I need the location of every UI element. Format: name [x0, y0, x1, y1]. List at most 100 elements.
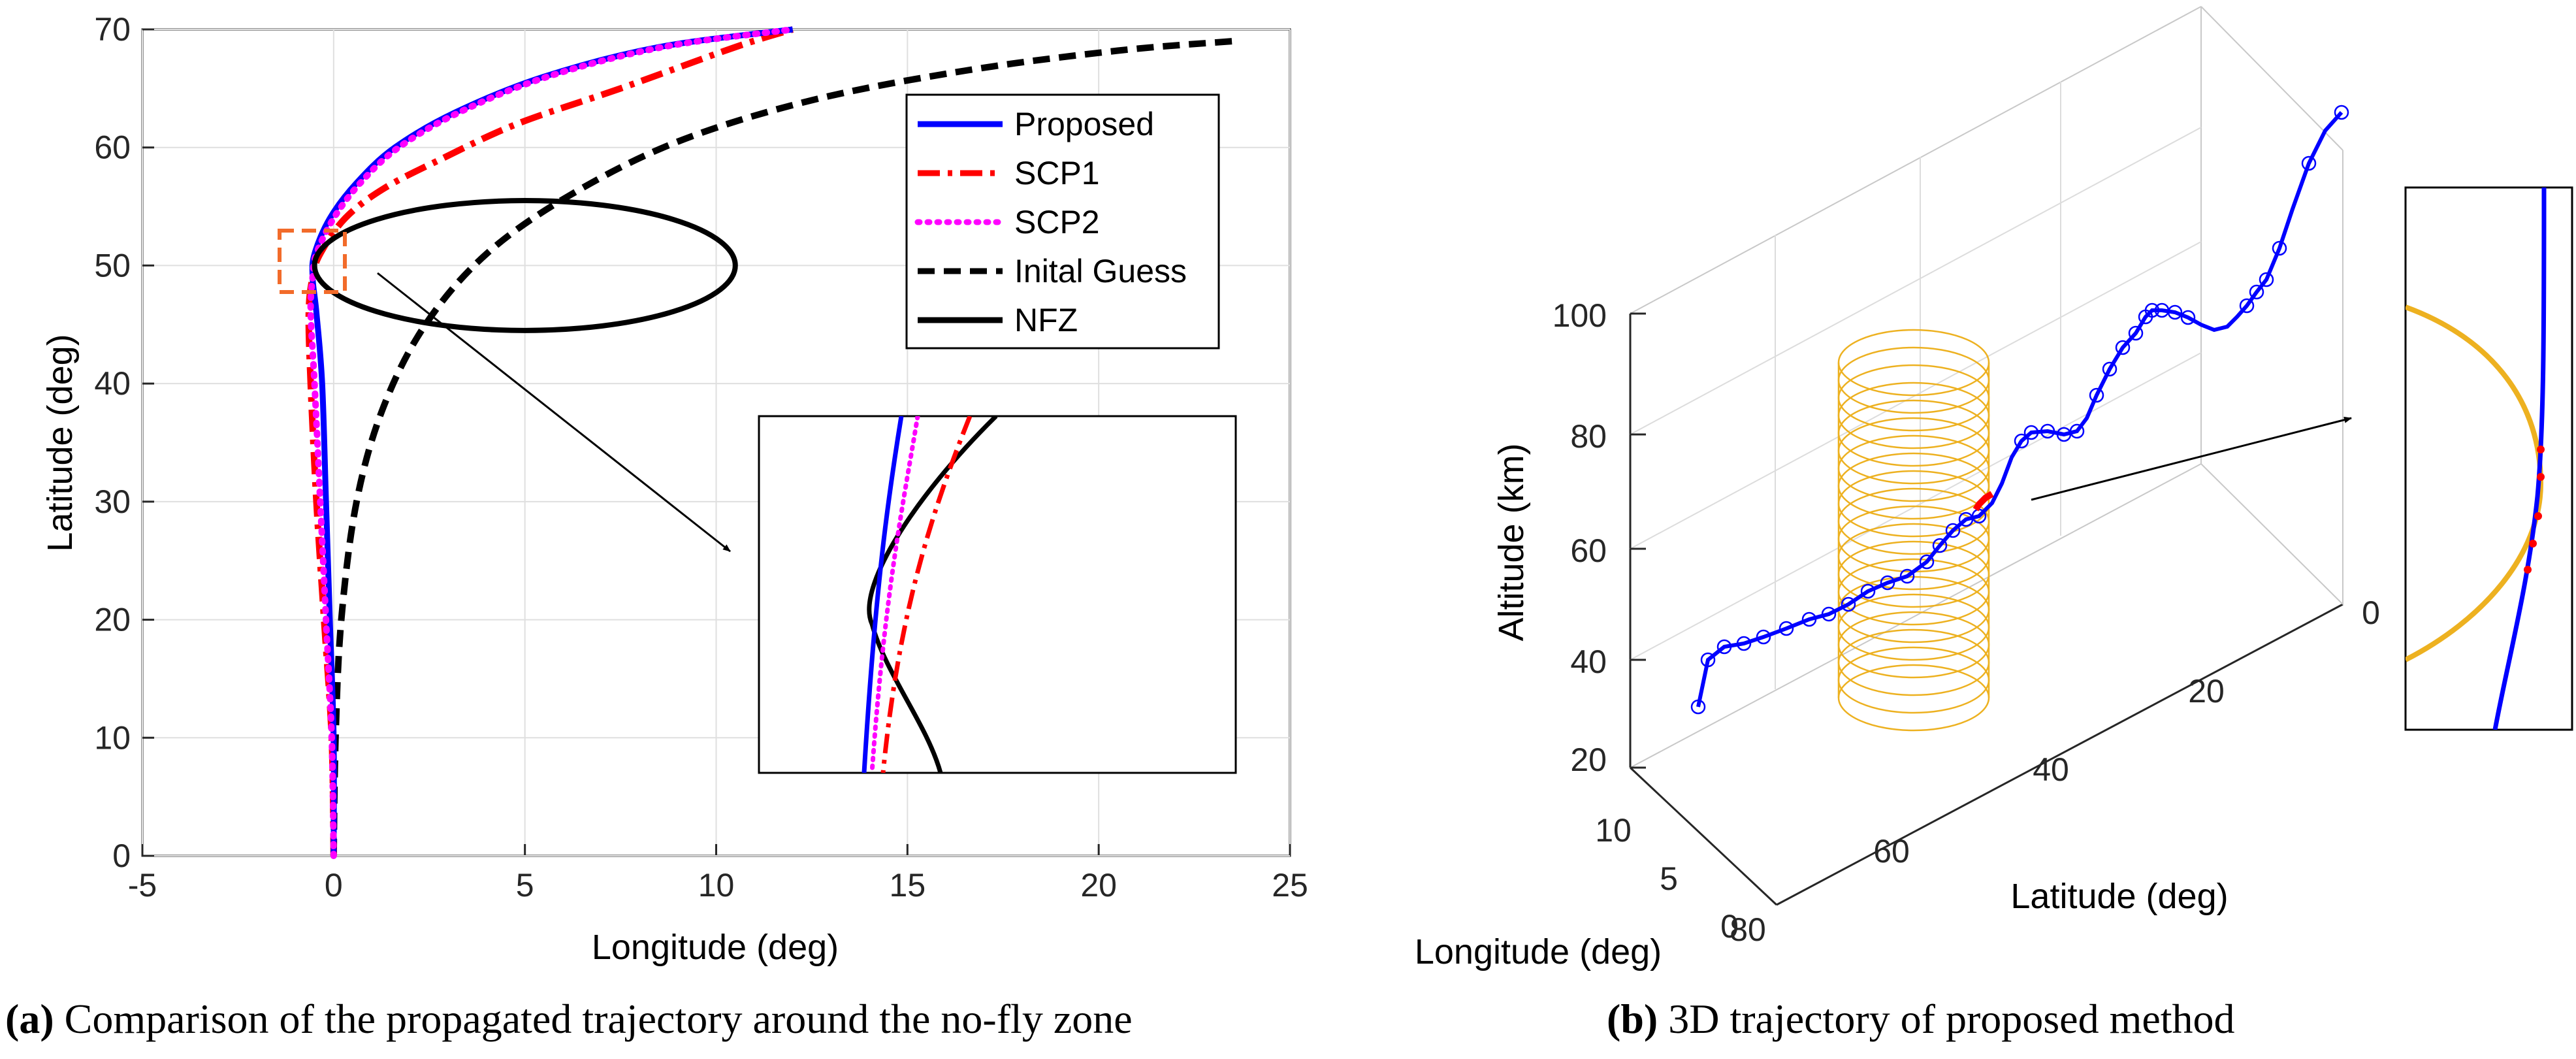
- y-tick-label: 20: [2188, 673, 2225, 709]
- panel-b-plot: 100 80 60 40 20 80 60 40 20 0 0 5 10 Alt…: [1415, 6, 2573, 971]
- panel-a-ylabel: Latitude (deg): [40, 334, 80, 551]
- cylinder-ring: [1837, 628, 1990, 696]
- cylinder-ring: [1837, 364, 1990, 432]
- trajectory-node: [2180, 310, 2196, 325]
- z-tick-label: 20: [1570, 741, 1607, 778]
- caption-b: (b) 3D trajectory of proposed method: [1607, 998, 2235, 1040]
- y-tick-label: 40: [94, 365, 131, 402]
- y-tick-label: 10: [94, 719, 131, 756]
- nfz-cylinder: [1837, 329, 1990, 732]
- cylinder-ring: [1837, 664, 1990, 732]
- trajectory-node: [2301, 155, 2317, 171]
- y-tick-label: 40: [2033, 751, 2069, 788]
- trajectory-node: [1919, 554, 1935, 570]
- panel-b-ylabel: Latitude (deg): [2010, 877, 2228, 916]
- y-tick-label: 0: [112, 838, 131, 874]
- trajectory-node: [2144, 302, 2160, 318]
- x-tick-label: 5: [516, 867, 534, 904]
- z-tick-label: 80: [1570, 418, 1607, 455]
- series-inital-guess: [330, 38, 1233, 856]
- z-tick-label: 40: [1570, 644, 1607, 680]
- x-tick-label: -5: [128, 867, 157, 904]
- panel-b-grid: [1630, 82, 2202, 689]
- y-tick-label: 0: [2362, 595, 2380, 631]
- x-tick-label: 25: [1272, 867, 1308, 904]
- panel-b-inset: [2404, 186, 2573, 731]
- panel-b-zlabel: Altitude (km): [1492, 443, 1531, 641]
- legend-label: Inital Guess: [1014, 253, 1187, 289]
- trajectory-node: [1899, 568, 1915, 584]
- trajectory-node: [1700, 652, 1716, 668]
- trajectory-node: [1841, 596, 1856, 612]
- y-tick-label: 50: [94, 247, 131, 284]
- panel-a-series: [305, 26, 1233, 859]
- zoom-arrow-a: [377, 272, 731, 553]
- y-tick-label: 60: [94, 129, 131, 166]
- trajectory-node: [1801, 611, 1817, 627]
- legend-label: Proposed: [1014, 106, 1154, 142]
- x-tick-label: 15: [890, 867, 926, 904]
- cylinder-ring: [1837, 576, 1990, 644]
- series-nfz: [312, 198, 738, 333]
- trajectory-node: [1690, 699, 1706, 715]
- trajectory-node: [1860, 583, 1876, 599]
- caption-b-text: 3D trajectory of proposed method: [1668, 996, 2235, 1042]
- caption-a: (a) Comparison of the propagated traject…: [5, 998, 1133, 1040]
- inset-b-contact-points: [2524, 446, 2545, 574]
- inset-proposed-curve: [861, 416, 904, 773]
- trajectory-node: [2259, 272, 2274, 287]
- x-tick-label: 20: [1080, 867, 1117, 904]
- trajectory-node: [1779, 621, 1794, 636]
- trajectory-node: [2069, 423, 2085, 439]
- panel-b-tick-marks: [1630, 312, 1646, 769]
- inset-box: [758, 415, 1237, 774]
- trajectory-node: [2040, 423, 2055, 439]
- x-tick-label: 5: [1660, 860, 1678, 897]
- trajectory-node: [2023, 425, 2039, 440]
- zoom-region-box: [278, 229, 347, 294]
- trajectory-node: [2115, 340, 2131, 355]
- trajectory-node: [2014, 433, 2029, 449]
- cylinder-ring: [1837, 646, 1990, 714]
- trajectory-node: [2272, 240, 2287, 256]
- caption-b-letter: (b): [1607, 996, 1658, 1042]
- inset-nfz-curve: [867, 416, 998, 773]
- inset-scp2-curve: [869, 416, 920, 773]
- panel-b-tick-labels: 100 80 60 40 20 80 60 40 20 0 0 5 10: [1553, 297, 2380, 948]
- legend-label: SCP1: [1014, 155, 1100, 191]
- y-tick-label: 20: [94, 602, 131, 638]
- trajectory-node: [2089, 387, 2104, 403]
- trajectory-node: [1821, 606, 1837, 622]
- panel-b-box-edges: [1629, 6, 2343, 906]
- cylinder-ring: [1837, 346, 1990, 414]
- legend-label: NFZ: [1014, 302, 1078, 338]
- inset-b-trajectory: [2492, 187, 2547, 730]
- y-tick-label: 80: [1730, 911, 1766, 948]
- panel-a-legend: Proposed SCP1 SCP2 Inital Guess NFZ: [905, 93, 1220, 350]
- caption-a-letter: (a): [5, 996, 54, 1042]
- trajectory-node: [1945, 523, 1961, 538]
- cylinder-ring: [1837, 593, 1990, 661]
- panel-a-inset: [758, 415, 1237, 774]
- x-tick-label: 10: [1595, 812, 1632, 849]
- panel-a-xlabel: Longitude (deg): [592, 928, 839, 967]
- x-tick-label: 10: [698, 867, 735, 904]
- trajectory-node: [2128, 325, 2144, 341]
- cylinder-ring: [1837, 505, 1990, 573]
- cylinder-ring: [1837, 399, 1990, 467]
- trajectory-nfz-contact: [1972, 491, 1994, 512]
- trajectory-3d: [1696, 111, 2343, 708]
- trajectory-node: [2239, 298, 2255, 314]
- grid-line-z: [1630, 127, 2202, 435]
- trajectory-markers: [1690, 105, 2349, 715]
- z-tick-label: 60: [1570, 532, 1607, 569]
- cylinder-ring: [1837, 329, 1990, 397]
- z-tick-label: 100: [1553, 297, 1607, 334]
- y-tick-label: 60: [1873, 833, 1910, 870]
- inset-scp1-curve: [880, 416, 973, 773]
- x-tick-label: 0: [1720, 908, 1739, 945]
- trajectory-node: [1716, 639, 1732, 655]
- caption-a-text: Comparison of the propagated trajectory …: [64, 996, 1133, 1042]
